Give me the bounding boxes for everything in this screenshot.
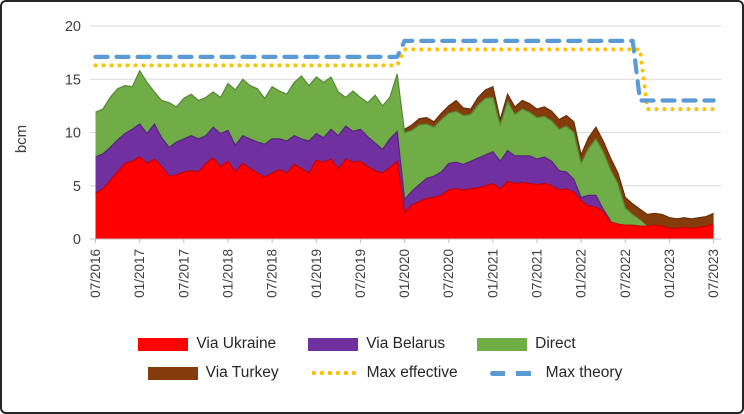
legend-row-2: Via Turkey Max effective Max theory	[24, 364, 742, 382]
legend-label-max-theory: Max theory	[545, 364, 623, 381]
legend-swatch-direct	[477, 337, 528, 351]
legend-label-max-effective: Max effective	[366, 364, 458, 381]
legend-item-via-belarus: Via Belarus	[308, 335, 445, 353]
x-axis-label: 01/2023	[662, 249, 677, 298]
line-max-effective	[93, 47, 716, 112]
legend-row-1: Via Ukraine Via Belarus Direct	[2, 335, 712, 353]
y-axis-label: 5	[73, 179, 81, 195]
x-axis-label: 01/2022	[574, 249, 589, 298]
x-axis-label: 01/2021	[485, 249, 500, 298]
legend-item-direct: Direct	[477, 335, 576, 353]
legend-label-via-belarus: Via Belarus	[366, 335, 446, 352]
legend-label-via-ukraine: Via Ukraine	[196, 335, 277, 352]
area-edge-via-belarus	[95, 122, 612, 222]
line-max-theory	[93, 38, 716, 103]
area-direct	[95, 70, 714, 229]
x-axis-label: 07/2019	[353, 249, 368, 298]
area-via-belarus	[95, 124, 714, 229]
x-axis-label: 07/2022	[618, 249, 633, 298]
x-axis-label: 01/2019	[309, 249, 324, 298]
legend-swatch-via-belarus	[308, 337, 359, 351]
legend-label-via-turkey: Via Turkey	[205, 364, 279, 381]
y-axis-label: 20	[65, 19, 81, 35]
chart-legend: Via Ukraine Via Belarus Direct Via Turke…	[2, 335, 742, 382]
legend-swatch-via-ukraine	[138, 337, 189, 351]
area-edge-via-ukraine	[95, 156, 714, 229]
area-edge-via-turkey	[404, 85, 714, 220]
legend-item-max-theory: Max theory	[489, 364, 623, 382]
area-via-ukraine	[95, 157, 714, 239]
legend-item-via-turkey: Via Turkey	[147, 364, 279, 382]
y-axis-label: 0	[73, 232, 81, 248]
chart-plot-area: 07/2016 01/2017 07/2017 01/2018 07/2018 01/20…	[13, 19, 721, 298]
x-axis-label: 07/2020	[441, 249, 456, 298]
x-axis-label: 07/2016	[88, 249, 103, 298]
x-axis-label: 01/2018	[220, 249, 235, 298]
legend-label-direct: Direct	[535, 335, 576, 352]
x-axis-label: 07/2018	[265, 249, 280, 298]
x-axis-label: 01/2020	[397, 249, 412, 298]
y-axis-title: bcm	[13, 125, 30, 153]
x-axis-label: 07/2017	[176, 249, 191, 298]
y-axis-label: 10	[65, 126, 81, 142]
legend-item-max-effective: Max effective	[310, 364, 458, 382]
legend-swatch-max-effective-dotted-line	[310, 370, 359, 376]
x-axis-label: 01/2017	[132, 249, 147, 298]
y-axis-label: 15	[65, 72, 81, 88]
x-axis-label: 07/2021	[530, 249, 545, 298]
area-edge-direct	[95, 69, 641, 221]
x-axis-label: 07/2023	[706, 249, 721, 298]
legend-swatch-max-theory-dashed-line	[489, 370, 538, 376]
legend-item-via-ukraine: Via Ukraine	[138, 335, 276, 353]
legend-swatch-via-turkey	[147, 366, 198, 380]
